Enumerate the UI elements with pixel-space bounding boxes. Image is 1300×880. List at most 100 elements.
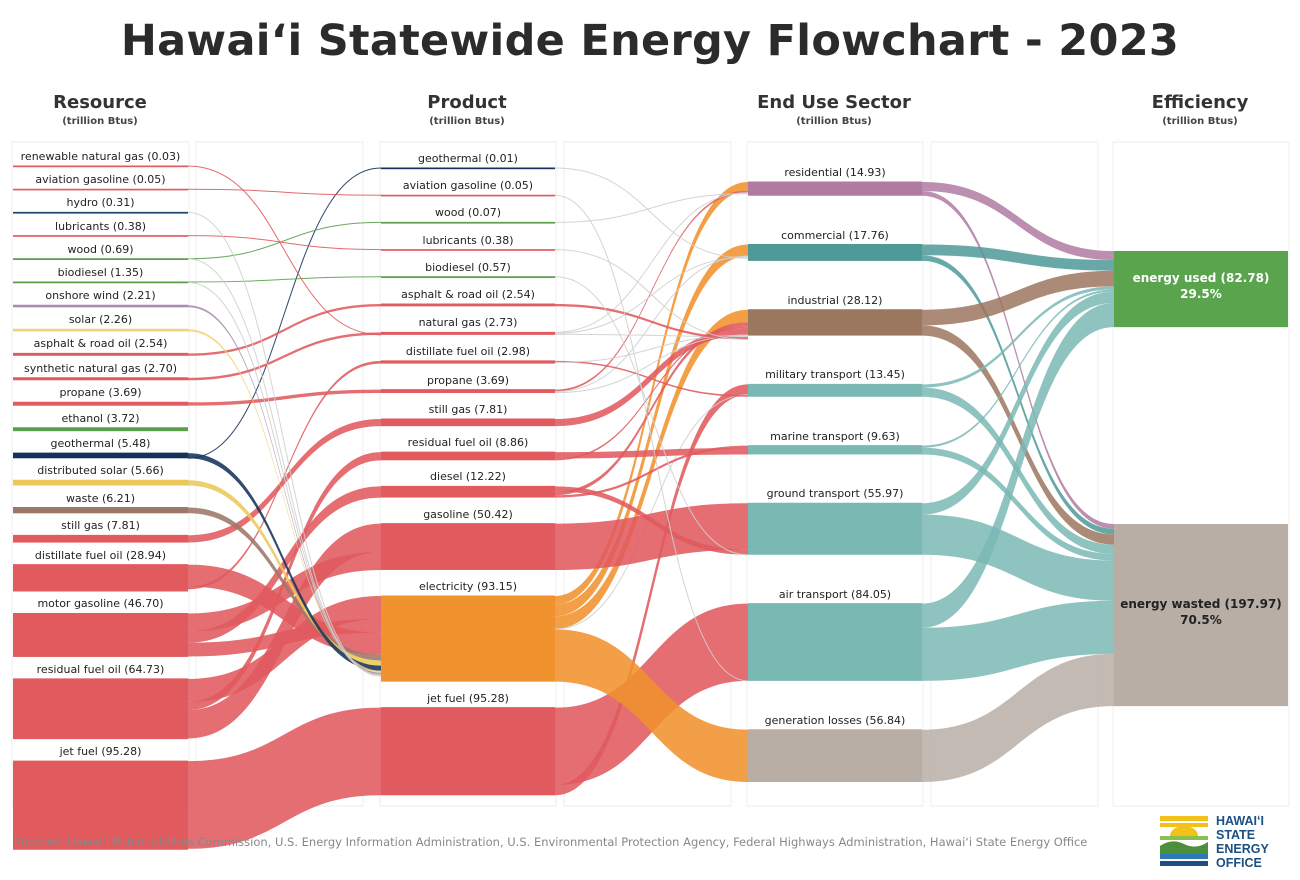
resource-product-flow bbox=[187, 167, 382, 459]
efficiency-percent: 29.5% bbox=[1180, 287, 1222, 302]
resource-node-label: renewable natural gas (0.03) bbox=[20, 150, 181, 163]
product-node-bar bbox=[381, 707, 555, 796]
product-sector-flow bbox=[554, 167, 749, 259]
column-unit: (trillion Btus) bbox=[62, 116, 138, 127]
sector-node-bar bbox=[748, 182, 922, 196]
sector-node-label: residential (14.93) bbox=[784, 166, 886, 179]
product-node-label: biodiesel (0.57) bbox=[425, 260, 511, 274]
resource-node-bar bbox=[13, 678, 188, 740]
product-sector-flow bbox=[555, 244, 748, 617]
resource-node-bar bbox=[13, 761, 188, 850]
product-sector-flow bbox=[555, 445, 748, 498]
product-node-bar bbox=[381, 523, 555, 570]
product-sector-flow bbox=[555, 360, 748, 397]
resource-node-bar bbox=[13, 258, 188, 260]
column-unit: (trillion Btus) bbox=[1162, 116, 1238, 127]
sankey-nodes bbox=[13, 165, 1288, 850]
resource-node-label: ethanol (3.72) bbox=[61, 411, 140, 425]
product-sector-flow bbox=[554, 255, 749, 393]
column-panel bbox=[1112, 141, 1290, 807]
resource-node-label: motor gasoline (46.70) bbox=[37, 597, 164, 611]
product-sector-flow bbox=[554, 334, 749, 363]
product-node-label: geothermal (0.01) bbox=[418, 152, 518, 165]
product-node-label: natural gas (2.73) bbox=[418, 316, 518, 330]
sector-node-label: generation losses (56.84) bbox=[764, 713, 906, 727]
sector-node-label: marine transport (9.63) bbox=[770, 429, 900, 443]
resource-product-flow bbox=[188, 486, 381, 643]
resource-product-flow bbox=[188, 707, 381, 849]
resource-product-flow bbox=[188, 332, 381, 381]
sector-efficiency-flow bbox=[922, 600, 1114, 681]
resource-product-flow bbox=[187, 235, 382, 251]
sector-efficiency-flow bbox=[922, 289, 1114, 448]
efficiency-node-bar bbox=[1114, 251, 1288, 328]
resource-product-flow bbox=[188, 452, 381, 711]
resource-node-label: hydro (0.31) bbox=[66, 196, 135, 210]
column-title: Product bbox=[427, 92, 507, 113]
resource-node-label: geothermal (5.48) bbox=[50, 437, 151, 451]
logo-icon bbox=[1160, 814, 1208, 868]
resource-node-bar bbox=[13, 564, 188, 592]
product-sector-flow bbox=[555, 327, 748, 427]
product-node-label: wood (0.07) bbox=[434, 206, 501, 220]
column-header-resource: Resource (trillion Btus) bbox=[0, 92, 200, 127]
sources-footnote: Sources: Hawaiʻi Public Utilities Commis… bbox=[14, 835, 1088, 849]
product-sector-flow bbox=[555, 322, 748, 496]
sector-node-label: ground transport (55.97) bbox=[766, 487, 904, 501]
product-node-bar bbox=[381, 276, 555, 278]
product-sector-flow bbox=[555, 384, 748, 796]
resource-node-bar bbox=[13, 189, 188, 191]
resource-node-label: biodiesel (1.35) bbox=[57, 266, 144, 279]
sector-efficiency-flow bbox=[922, 514, 1114, 601]
sector-node-bar bbox=[748, 244, 922, 261]
product-node-bar bbox=[381, 595, 555, 682]
resource-node-bar bbox=[13, 507, 188, 514]
column-title: End Use Sector bbox=[757, 92, 911, 113]
product-node-label: gasoline (50.42) bbox=[423, 507, 513, 521]
resource-product-flow bbox=[188, 305, 381, 675]
column-panel bbox=[379, 141, 557, 807]
column-panel bbox=[563, 141, 732, 807]
product-node-label: asphalt & road oil (2.54) bbox=[401, 288, 535, 301]
resource-node-label: jet fuel (95.28) bbox=[59, 745, 142, 759]
resource-node-bar bbox=[13, 282, 188, 284]
logo-text: HAWAIʻI STATE ENERGY OFFICE bbox=[1216, 814, 1269, 870]
sector-efficiency-flow bbox=[922, 291, 1114, 515]
sector-node-bar bbox=[748, 309, 922, 336]
product-node-bar bbox=[381, 304, 555, 307]
sector-node-label: military transport (13.45) bbox=[765, 368, 905, 382]
sector-node-bar bbox=[748, 384, 922, 397]
resource-node-label: waste (6.21) bbox=[65, 491, 136, 505]
resource-node-bar bbox=[13, 235, 188, 237]
column-header-end-use-sector: End Use Sector (trillion Btus) bbox=[734, 92, 934, 127]
resource-product-flow bbox=[188, 453, 381, 671]
resource-node-bar bbox=[13, 535, 188, 543]
column-title: Efficiency bbox=[1151, 92, 1249, 113]
resource-node-bar bbox=[13, 377, 188, 381]
product-sector-flow bbox=[555, 448, 748, 459]
product-node-bar bbox=[381, 332, 555, 335]
logo-line: OFFICE bbox=[1216, 856, 1262, 870]
resource-product-flow bbox=[188, 304, 381, 356]
resource-product-flow bbox=[187, 188, 382, 196]
resource-node-bar bbox=[13, 353, 188, 356]
product-sector-flow bbox=[555, 304, 748, 340]
resource-product-flow bbox=[187, 165, 382, 336]
sector-node-label: air transport (84.05) bbox=[778, 587, 892, 601]
resource-product-flow bbox=[188, 329, 381, 673]
resource-node-bar bbox=[13, 212, 188, 214]
resource-node-label: distributed solar (5.66) bbox=[37, 464, 164, 478]
sector-efficiency-flow bbox=[922, 244, 1114, 271]
product-node-label: propane (3.69) bbox=[426, 373, 510, 387]
logo-line: HAWAIʻI bbox=[1216, 814, 1264, 828]
product-node-label: electricity (93.15) bbox=[418, 579, 518, 593]
resource-node-bar bbox=[13, 329, 188, 332]
resource-node-bar bbox=[13, 613, 188, 657]
product-node-bar bbox=[381, 195, 555, 197]
resource-product-flow bbox=[188, 360, 381, 590]
product-sector-flow bbox=[554, 193, 749, 223]
sector-to-efficiency-flows bbox=[922, 182, 1114, 782]
sector-node-bar bbox=[748, 503, 922, 555]
product-sector-flow bbox=[555, 190, 748, 392]
resource-product-flow bbox=[188, 389, 381, 406]
